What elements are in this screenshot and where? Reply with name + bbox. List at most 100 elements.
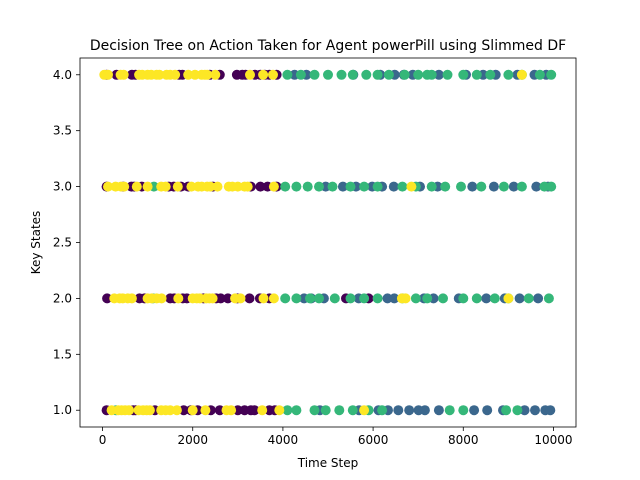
data-point	[323, 69, 333, 80]
data-point	[337, 181, 348, 192]
data-point	[400, 293, 411, 304]
data-point	[154, 69, 165, 80]
data-point	[531, 181, 542, 192]
data-point	[291, 181, 302, 192]
data-point	[359, 293, 370, 304]
y-tick-label: 4.0	[53, 68, 72, 82]
data-point	[514, 293, 525, 304]
data-points	[99, 69, 557, 416]
data-point	[501, 405, 512, 416]
data-point	[389, 293, 400, 304]
data-point	[534, 69, 545, 80]
x-tick-label: 6000	[358, 433, 389, 447]
data-point	[481, 293, 492, 304]
y-tick-label: 2.0	[53, 291, 72, 305]
data-point	[280, 181, 291, 192]
data-point	[245, 69, 255, 80]
data-point	[257, 405, 268, 416]
data-point	[118, 69, 129, 80]
data-point	[282, 69, 293, 80]
data-point	[258, 69, 269, 80]
data-point	[372, 69, 383, 80]
x-tick-label: 2000	[177, 433, 208, 447]
x-tick-label: 10000	[534, 433, 572, 447]
data-point	[503, 293, 514, 304]
data-point	[471, 293, 482, 304]
data-point	[393, 405, 404, 416]
data-point	[498, 181, 509, 192]
data-point	[291, 405, 302, 416]
data-point	[345, 181, 356, 192]
data-point	[124, 405, 135, 416]
data-point	[102, 293, 113, 304]
data-point	[302, 181, 313, 192]
data-point	[282, 405, 293, 416]
data-point	[207, 293, 218, 304]
data-point	[242, 181, 253, 192]
data-point	[215, 293, 226, 304]
data-point	[440, 181, 451, 192]
data-point	[309, 405, 320, 416]
data-point	[361, 69, 372, 80]
x-axis-label: Time Step	[297, 456, 359, 470]
data-point	[119, 181, 130, 192]
data-point	[438, 293, 448, 304]
data-point	[202, 69, 213, 80]
data-point	[131, 181, 142, 192]
data-point	[142, 181, 153, 192]
y-axis-ticks: 1.0 1.5 2.0 2.5 3.0 3.5 4.0	[53, 68, 80, 417]
data-point	[508, 181, 519, 192]
data-point	[467, 181, 478, 192]
data-point	[268, 69, 278, 80]
data-point	[205, 181, 216, 192]
data-point	[399, 69, 410, 80]
data-point	[458, 293, 469, 304]
y-tick-label: 3.0	[53, 180, 72, 194]
y-tick-label: 1.0	[53, 403, 72, 417]
data-point	[170, 69, 181, 80]
data-point	[546, 181, 557, 192]
data-point	[442, 69, 453, 80]
data-point	[410, 293, 421, 304]
data-point	[419, 405, 430, 416]
data-point	[103, 181, 113, 192]
data-point	[314, 181, 324, 192]
data-point	[244, 293, 255, 304]
x-tick-label: 8000	[448, 433, 479, 447]
data-point	[456, 181, 466, 192]
data-point	[329, 293, 340, 304]
data-point	[291, 293, 302, 304]
y-axis-label: Key States	[29, 211, 43, 275]
data-point	[377, 405, 388, 416]
data-point	[426, 181, 437, 192]
data-point	[334, 405, 345, 416]
x-tick-label: 0	[99, 433, 107, 447]
data-point	[347, 405, 358, 416]
data-point	[103, 69, 113, 80]
data-point	[255, 181, 266, 192]
data-point	[268, 181, 279, 192]
x-axis-ticks: 0 2000 4000 6000 8000 10000	[99, 427, 573, 447]
data-point	[516, 181, 527, 192]
data-point	[160, 181, 171, 192]
data-point	[422, 293, 433, 304]
data-point	[200, 405, 211, 416]
data-point	[295, 69, 306, 80]
data-point	[404, 405, 415, 416]
data-point	[258, 293, 269, 304]
data-point	[523, 293, 534, 304]
data-point	[372, 181, 383, 192]
data-point	[173, 293, 184, 304]
data-point	[156, 293, 167, 304]
data-point	[305, 293, 315, 304]
data-point	[546, 69, 557, 80]
data-point	[359, 181, 370, 192]
data-point	[235, 293, 246, 304]
data-point	[471, 69, 482, 80]
data-point	[543, 293, 554, 304]
data-point	[226, 405, 237, 416]
data-point	[488, 181, 499, 192]
data-point	[519, 405, 530, 416]
y-tick-label: 2.5	[53, 236, 72, 250]
